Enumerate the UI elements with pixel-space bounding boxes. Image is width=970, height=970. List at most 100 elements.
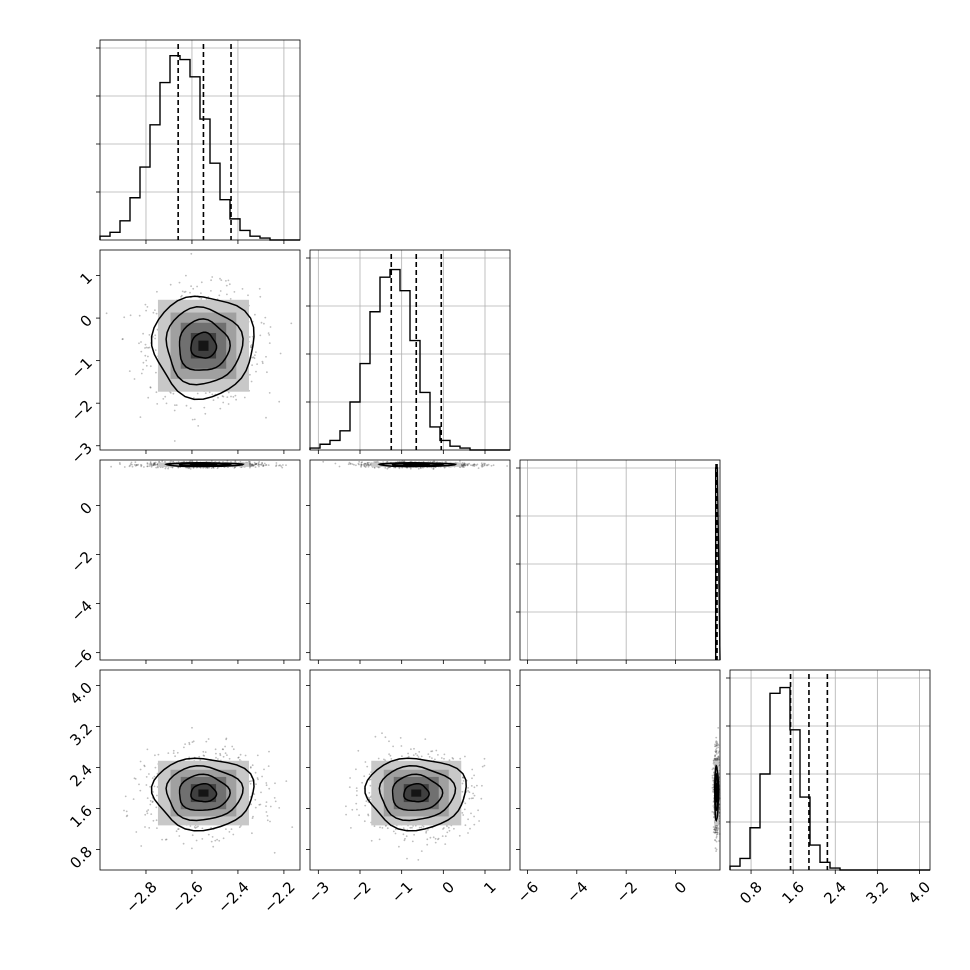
sample-point xyxy=(193,826,196,828)
sample-point xyxy=(360,465,362,467)
sample-point xyxy=(465,463,468,466)
sample-point xyxy=(258,803,261,806)
sample-point xyxy=(190,285,193,288)
sample-point xyxy=(407,755,410,758)
sample-point xyxy=(265,811,268,813)
sample-point xyxy=(266,371,268,374)
sample-point xyxy=(199,759,202,762)
sample-point xyxy=(259,803,262,806)
sample-point xyxy=(129,464,132,467)
sample-point xyxy=(140,341,142,343)
sample-point xyxy=(482,465,484,468)
sample-point xyxy=(194,827,197,829)
sample-point xyxy=(167,752,170,754)
sample-point xyxy=(147,355,149,358)
sample-point xyxy=(481,784,483,787)
sample-point xyxy=(233,291,236,293)
sample-point xyxy=(250,344,253,346)
sample-point xyxy=(214,748,217,751)
sample-point xyxy=(430,466,433,469)
sample-point xyxy=(285,464,287,467)
sample-point xyxy=(206,467,209,469)
sample-point xyxy=(258,463,261,466)
sample-point xyxy=(275,464,278,467)
sample-point xyxy=(715,751,717,753)
sample-point xyxy=(255,463,257,466)
sample-point xyxy=(451,757,454,759)
sample-point xyxy=(210,279,213,282)
sample-point xyxy=(171,466,174,469)
contour-line xyxy=(364,757,467,832)
histogram-1 xyxy=(309,268,510,451)
sample-point xyxy=(192,740,195,743)
sample-point xyxy=(126,814,129,817)
sample-point xyxy=(265,464,268,466)
sample-point xyxy=(144,343,147,346)
sample-point xyxy=(210,290,212,292)
sample-point xyxy=(188,756,191,759)
sample-point xyxy=(473,823,476,826)
sample-point xyxy=(165,838,168,841)
density-block xyxy=(198,340,209,351)
sample-point xyxy=(211,276,214,278)
sample-point xyxy=(715,743,718,745)
sample-point xyxy=(366,462,369,464)
sample-point xyxy=(262,465,265,467)
sample-point xyxy=(190,252,193,255)
sample-point xyxy=(191,847,193,850)
sample-point xyxy=(334,462,337,465)
sample-point xyxy=(373,825,376,827)
sample-point xyxy=(714,831,717,834)
sample-point xyxy=(441,835,444,837)
sample-point xyxy=(219,754,222,757)
sample-point xyxy=(257,462,260,464)
sample-point xyxy=(369,784,372,787)
sample-point xyxy=(471,777,473,780)
sample-point xyxy=(399,737,402,739)
sample-point xyxy=(219,752,222,755)
sample-point xyxy=(263,462,266,465)
sample-point xyxy=(376,460,379,463)
sample-point xyxy=(492,464,495,467)
sample-point xyxy=(716,758,718,761)
sample-point xyxy=(462,463,465,466)
panel-0-3 xyxy=(123,726,294,854)
sample-point xyxy=(716,826,719,829)
sample-point xyxy=(181,290,184,293)
sample-point xyxy=(239,759,241,761)
sample-point xyxy=(137,463,140,466)
sample-point xyxy=(251,464,253,466)
sample-point xyxy=(356,790,358,792)
sample-point xyxy=(151,777,154,779)
sample-point xyxy=(255,463,258,465)
sample-point xyxy=(191,418,194,421)
sample-point xyxy=(144,826,146,828)
sample-point xyxy=(153,462,155,464)
sample-point xyxy=(402,833,405,836)
sample-point xyxy=(181,294,183,297)
sample-point xyxy=(164,460,166,463)
sample-point xyxy=(483,757,486,760)
sample-point xyxy=(154,334,157,337)
sample-point xyxy=(177,828,179,830)
sample-point xyxy=(148,463,151,465)
sample-point xyxy=(243,396,246,399)
sample-point xyxy=(249,766,252,769)
sample-point xyxy=(462,776,464,779)
sample-point xyxy=(446,825,448,827)
sample-point xyxy=(143,765,146,768)
sample-point xyxy=(462,466,465,468)
sample-point xyxy=(717,727,720,729)
sample-point xyxy=(360,463,363,466)
sample-point xyxy=(279,352,282,355)
sample-point xyxy=(467,818,469,821)
sample-point xyxy=(254,463,257,466)
sample-point xyxy=(144,303,147,306)
sample-point xyxy=(472,792,474,795)
sample-point xyxy=(155,371,157,374)
sample-point xyxy=(188,467,191,469)
sample-point xyxy=(172,752,175,754)
sample-point xyxy=(486,464,488,466)
sample-point xyxy=(196,460,198,463)
panel-1-3 xyxy=(345,732,486,861)
